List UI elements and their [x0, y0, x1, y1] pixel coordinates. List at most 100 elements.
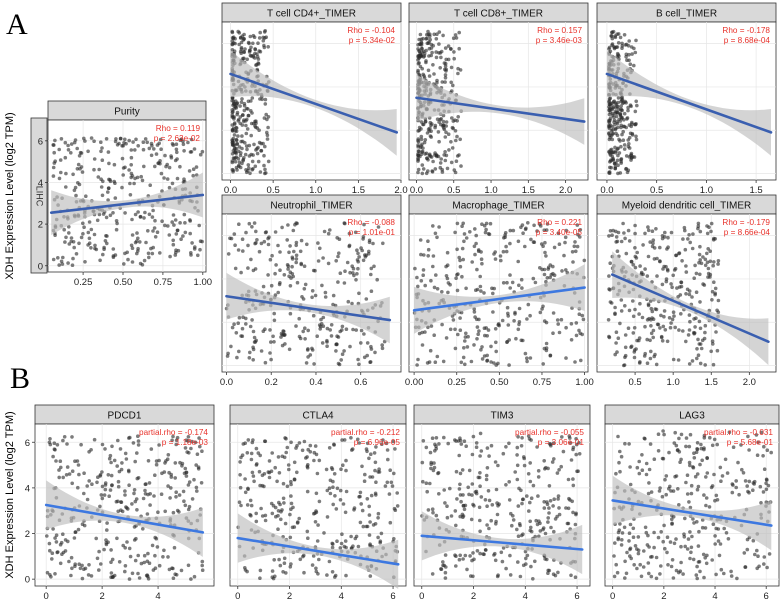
scatter-point — [82, 491, 86, 496]
scatter-point — [659, 564, 663, 568]
scatter-point — [55, 443, 60, 447]
scatter-point — [286, 463, 291, 467]
scatter-point — [266, 125, 270, 130]
scatter-point — [702, 446, 706, 450]
scatter-point — [421, 146, 425, 150]
scatter-point — [470, 493, 474, 497]
scatter-point — [472, 310, 477, 314]
scatter-point — [240, 134, 244, 138]
scatter-point — [660, 234, 665, 238]
scatter-point — [65, 442, 69, 446]
scatter-point — [189, 137, 194, 142]
scatter-point — [241, 38, 245, 42]
scatter-point — [57, 475, 61, 480]
scatter-point — [107, 456, 112, 461]
scatter-point — [616, 336, 621, 341]
scatter-point — [230, 152, 235, 156]
scatter-point — [458, 328, 463, 333]
scatter-point — [547, 441, 552, 446]
scatter-point — [633, 246, 637, 250]
scatter-point — [256, 145, 260, 150]
scatter-point — [504, 249, 509, 254]
scatter-point — [538, 224, 543, 228]
scatter-point — [113, 196, 118, 200]
scatter-point — [484, 326, 489, 330]
scatter-point — [710, 443, 715, 448]
scatter-point — [698, 300, 702, 304]
scatter-point — [480, 261, 484, 266]
scatter-point — [354, 278, 358, 282]
scatter-point — [320, 341, 325, 345]
scatter-point — [64, 235, 68, 240]
scatter-point — [87, 563, 91, 567]
scatter-point — [104, 215, 109, 220]
scatter-point — [331, 542, 335, 546]
scatter-point — [371, 523, 376, 527]
scatter-point — [114, 137, 118, 141]
scatter-point — [339, 541, 344, 546]
scatter-point — [180, 461, 185, 466]
scatter-point — [614, 229, 618, 234]
scatter-point — [245, 503, 250, 507]
scatter-point — [273, 271, 277, 276]
scatter-point — [346, 299, 351, 304]
scatter-point — [333, 575, 337, 579]
scatter-point — [393, 447, 397, 451]
scatter-point — [99, 140, 103, 144]
scatter-point — [614, 114, 619, 119]
scatter-point — [295, 470, 299, 475]
scatter-point — [200, 449, 204, 454]
scatter-point — [423, 283, 428, 288]
scatter-point — [658, 259, 662, 264]
scatter-point — [739, 443, 743, 447]
scatter-point — [127, 577, 132, 581]
scatter-point — [319, 317, 323, 322]
scatter-point — [470, 558, 474, 563]
scatter-point — [131, 441, 136, 445]
scatter-point — [724, 531, 729, 535]
scatter-point — [249, 257, 253, 262]
scatter-point — [103, 447, 107, 451]
scatter-point — [420, 171, 425, 176]
x-tick-label: 1.5 — [705, 377, 718, 388]
scatter-point — [493, 551, 497, 556]
scatter-point — [451, 83, 455, 88]
scatter-point — [525, 494, 529, 498]
scatter-point — [311, 554, 316, 558]
scatter-point — [541, 526, 546, 530]
scatter-point — [442, 127, 447, 132]
scatter-point — [515, 477, 520, 482]
scatter-point — [704, 496, 709, 500]
scatter-point — [669, 282, 673, 286]
regression-line — [225, 294, 392, 322]
scatter-point — [288, 535, 293, 540]
scatter-point — [443, 150, 447, 154]
scatter-point — [422, 54, 427, 58]
scatter-point — [258, 49, 263, 54]
scatter-point — [528, 313, 532, 318]
scatter-point — [342, 438, 347, 442]
scatter-point — [608, 261, 612, 266]
scatter-point — [504, 483, 508, 487]
scatter-point — [190, 497, 195, 501]
scatter-point — [432, 285, 437, 290]
scatter-point — [160, 219, 164, 223]
scatter-point — [251, 345, 255, 350]
scatter-point — [578, 235, 582, 239]
scatter-point — [449, 47, 453, 51]
scatter-point — [692, 331, 697, 335]
scatter-point — [710, 298, 714, 302]
scatter-point — [372, 451, 377, 455]
scatter-point — [426, 247, 431, 252]
scatter-point — [238, 121, 242, 126]
scatter-point — [426, 508, 431, 512]
x-tick-label: 2.0 — [394, 185, 407, 196]
scatter-point — [329, 466, 334, 470]
scatter-point — [152, 226, 157, 230]
scatter-point — [133, 459, 137, 464]
scatter-point — [632, 563, 636, 567]
scatter-point — [428, 126, 432, 131]
scatter-point — [650, 244, 655, 249]
stat-annotation: p = 1.01e-01 — [349, 228, 396, 237]
scatter-point — [647, 481, 651, 485]
